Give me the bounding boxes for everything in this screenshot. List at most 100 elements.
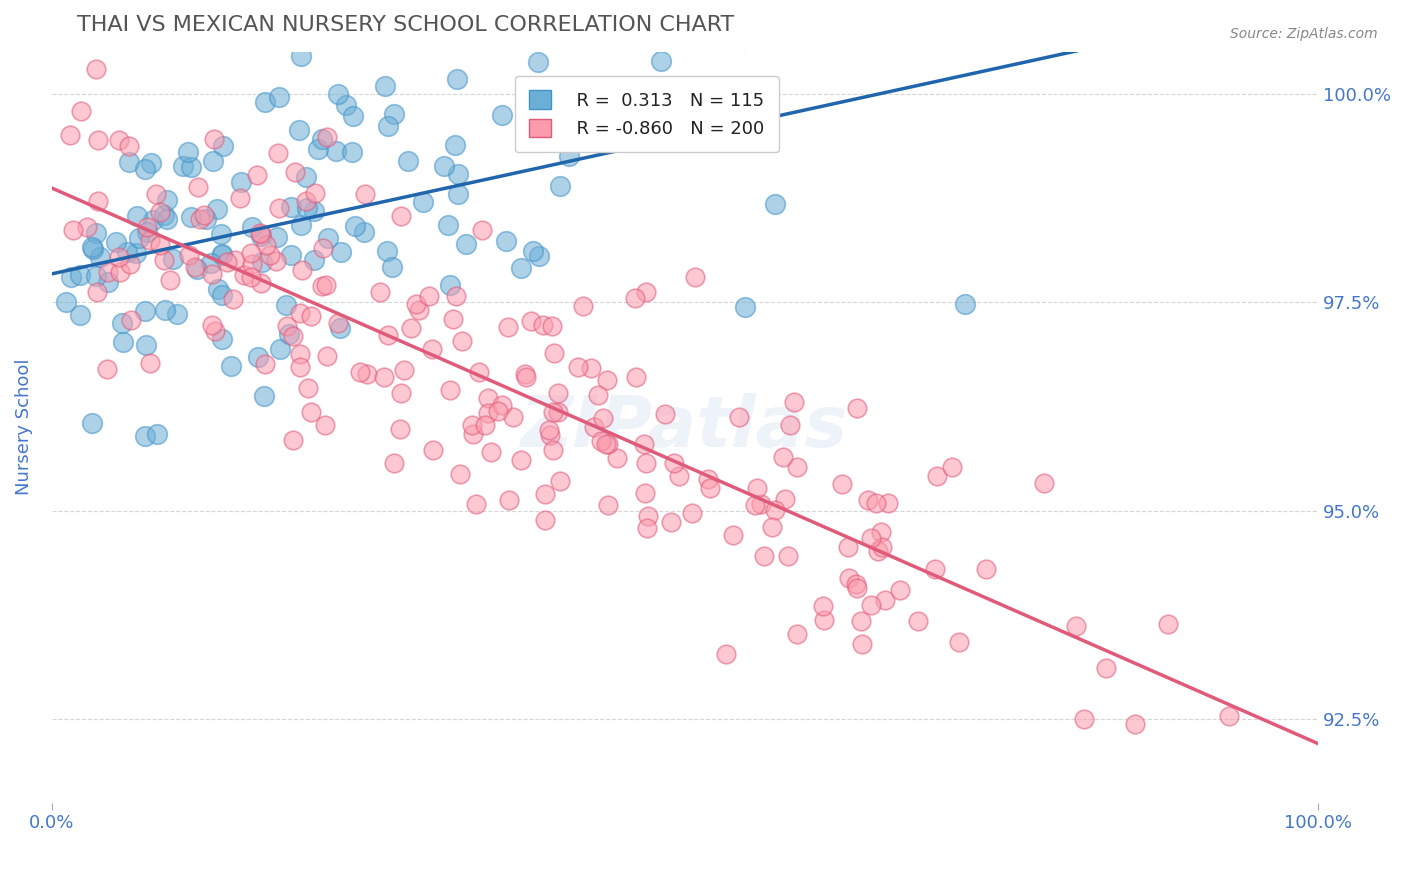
Point xyxy=(437,218,460,232)
Point xyxy=(763,196,786,211)
Point xyxy=(356,368,378,382)
Point xyxy=(595,373,617,387)
Point xyxy=(772,450,794,464)
Point xyxy=(405,297,427,311)
Point xyxy=(156,193,179,207)
Point xyxy=(948,635,970,649)
Point xyxy=(280,248,302,262)
Point xyxy=(654,407,676,421)
Point xyxy=(120,313,142,327)
Point xyxy=(776,549,799,563)
Point xyxy=(439,277,461,292)
Point xyxy=(534,486,557,500)
Point xyxy=(844,576,866,591)
Point xyxy=(249,277,271,291)
Point xyxy=(188,212,211,227)
Point xyxy=(266,230,288,244)
Point xyxy=(408,302,430,317)
Point xyxy=(328,316,350,330)
Point xyxy=(82,243,104,257)
Point xyxy=(202,154,225,169)
Point xyxy=(228,191,250,205)
Point xyxy=(295,170,318,185)
Point xyxy=(311,279,333,293)
Point xyxy=(502,410,524,425)
Point xyxy=(661,516,683,530)
Point xyxy=(441,311,464,326)
Point xyxy=(287,123,309,137)
Point xyxy=(250,228,273,243)
Point xyxy=(249,227,271,241)
Point xyxy=(534,513,557,527)
Point xyxy=(153,303,176,318)
Point xyxy=(59,270,82,285)
Point xyxy=(634,485,657,500)
Point xyxy=(596,437,619,451)
Point xyxy=(134,428,156,442)
Point xyxy=(288,360,311,375)
Point xyxy=(139,356,162,370)
Point xyxy=(811,599,834,614)
Point xyxy=(1073,712,1095,726)
Point xyxy=(112,334,135,349)
Point xyxy=(418,289,440,303)
Point xyxy=(177,145,200,159)
Point xyxy=(537,423,560,437)
Point xyxy=(420,342,443,356)
Point xyxy=(277,327,299,342)
Point xyxy=(869,525,891,540)
Point xyxy=(974,561,997,575)
Point xyxy=(240,246,263,260)
Point xyxy=(108,265,131,279)
Point xyxy=(84,226,107,240)
Point xyxy=(166,307,188,321)
Point xyxy=(153,208,176,222)
Point xyxy=(373,370,395,384)
Point xyxy=(1218,709,1240,723)
Point xyxy=(135,225,157,239)
Point xyxy=(84,62,107,77)
Point xyxy=(274,298,297,312)
Point xyxy=(851,614,873,628)
Point xyxy=(252,255,274,269)
Point xyxy=(222,292,245,306)
Point xyxy=(488,404,510,418)
Point xyxy=(479,445,502,459)
Point xyxy=(927,469,949,483)
Point xyxy=(343,219,366,234)
Point xyxy=(606,451,628,466)
Point xyxy=(291,262,314,277)
Point xyxy=(146,427,169,442)
Point xyxy=(775,491,797,506)
Point xyxy=(254,237,277,252)
Point xyxy=(128,230,150,244)
Point xyxy=(761,520,783,534)
Point xyxy=(141,155,163,169)
Point xyxy=(281,329,304,343)
Point xyxy=(240,257,263,271)
Point xyxy=(118,155,141,169)
Point xyxy=(86,285,108,299)
Point xyxy=(446,71,468,86)
Point xyxy=(662,456,685,470)
Point xyxy=(838,571,860,585)
Point xyxy=(721,528,744,542)
Point xyxy=(267,146,290,161)
Point xyxy=(510,261,533,276)
Point xyxy=(302,203,325,218)
Point xyxy=(538,428,561,442)
Point xyxy=(813,613,835,627)
Point xyxy=(388,422,411,436)
Point xyxy=(280,200,302,214)
Point xyxy=(84,269,107,284)
Point xyxy=(548,474,571,488)
Point xyxy=(650,54,672,69)
Point xyxy=(249,29,271,44)
Point xyxy=(495,235,517,249)
Point xyxy=(269,342,291,356)
Point xyxy=(221,359,243,373)
Point xyxy=(860,531,883,545)
Point xyxy=(907,615,929,629)
Point xyxy=(851,638,873,652)
Point xyxy=(389,386,412,401)
